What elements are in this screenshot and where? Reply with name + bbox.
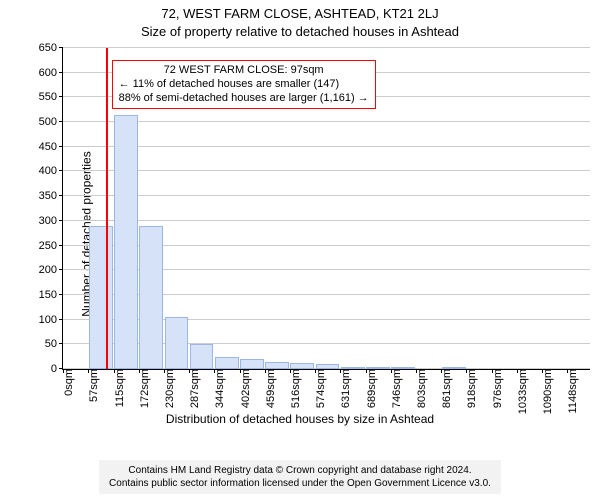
histogram-bar — [341, 367, 365, 369]
histogram-bar — [139, 226, 163, 369]
xtick-label: 459sqm — [263, 369, 277, 408]
ytick-label: 400 — [39, 165, 63, 177]
annotation-line-2: ← 11% of detached houses are smaller (14… — [119, 78, 369, 92]
ytick-label: 150 — [39, 289, 63, 301]
gridline-y — [63, 121, 590, 122]
histogram-bar — [215, 357, 239, 369]
gridline-y — [63, 220, 590, 221]
xtick-label: 0sqm — [61, 369, 75, 396]
plot-region: 0501001502002503003504004505005506006500… — [62, 48, 590, 370]
xtick-label: 402sqm — [238, 369, 252, 408]
histogram-bar — [290, 363, 314, 369]
histogram-bar — [190, 344, 214, 369]
xtick-label: 230sqm — [162, 369, 176, 408]
histogram-bar — [89, 226, 113, 369]
ytick-label: 450 — [39, 141, 63, 153]
xtick-label: 1148sqm — [565, 369, 579, 413]
ytick-label: 650 — [39, 42, 63, 54]
xtick-label: 746sqm — [389, 369, 403, 408]
footer-line-1: Contains HM Land Registry data © Crown c… — [109, 464, 491, 477]
annotation-line-1: 72 WEST FARM CLOSE: 97sqm — [119, 64, 369, 78]
footer-line-2: Contains public sector information licen… — [109, 477, 491, 490]
ytick-label: 350 — [39, 190, 63, 202]
ytick-label: 550 — [39, 91, 63, 103]
page-title: 72, WEST FARM CLOSE, ASHTEAD, KT21 2LJ — [0, 0, 600, 22]
histogram-bar — [442, 367, 466, 369]
ytick-label: 50 — [45, 338, 63, 350]
histogram-bar — [316, 364, 340, 369]
histogram-bar — [366, 367, 390, 369]
histogram-bar — [240, 359, 264, 369]
gridline-y — [63, 170, 590, 171]
xtick-label: 57sqm — [86, 369, 100, 402]
gridline-y — [63, 195, 590, 196]
xtick-label: 918sqm — [464, 369, 478, 408]
ytick-label: 250 — [39, 240, 63, 252]
ytick-label: 500 — [39, 116, 63, 128]
ytick-label: 100 — [39, 314, 63, 326]
xtick-label: 803sqm — [414, 369, 428, 408]
xtick-label: 287sqm — [187, 369, 201, 408]
xtick-label: 976sqm — [490, 369, 504, 408]
histogram-bar — [265, 362, 289, 369]
x-axis-label: Distribution of detached houses by size … — [0, 412, 600, 426]
chart-area: Number of detached properties 0501001502… — [0, 40, 600, 428]
histogram-bar — [391, 367, 415, 369]
xtick-label: 689sqm — [364, 369, 378, 408]
ytick-label: 600 — [39, 67, 63, 79]
gridline-y — [63, 47, 590, 48]
ytick-label: 300 — [39, 215, 63, 227]
xtick-label: 516sqm — [288, 369, 302, 408]
page-subtitle: Size of property relative to detached ho… — [0, 22, 600, 40]
marker-line — [106, 48, 108, 369]
ytick-label: 200 — [39, 264, 63, 276]
xtick-label: 861sqm — [439, 369, 453, 408]
footer-box: Contains HM Land Registry data © Crown c… — [99, 460, 501, 494]
xtick-label: 631sqm — [338, 369, 352, 408]
footer: Contains HM Land Registry data © Crown c… — [0, 456, 600, 500]
xtick-label: 574sqm — [313, 369, 327, 408]
xtick-label: 115sqm — [112, 369, 126, 407]
xtick-label: 1033sqm — [515, 369, 529, 414]
xtick-label: 1090sqm — [540, 369, 554, 414]
annotation-line-3: 88% of semi-detached houses are larger (… — [119, 92, 369, 106]
histogram-bar — [114, 115, 138, 369]
xtick-label: 344sqm — [212, 369, 226, 408]
annotation-box: 72 WEST FARM CLOSE: 97sqm← 11% of detach… — [112, 60, 376, 109]
histogram-bar — [165, 317, 189, 369]
xtick-label: 172sqm — [137, 369, 151, 408]
gridline-y — [63, 146, 590, 147]
